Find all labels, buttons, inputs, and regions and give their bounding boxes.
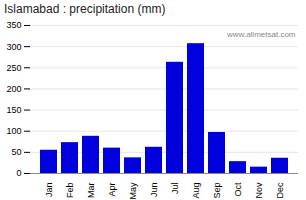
svg-text:Nov: Nov	[254, 182, 264, 199]
svg-text:May: May	[128, 182, 138, 199]
svg-text:Jan: Jan	[44, 183, 54, 198]
svg-text:Sep: Sep	[212, 183, 222, 199]
svg-text:200: 200	[6, 84, 21, 94]
svg-text:350: 350	[6, 20, 21, 30]
svg-text:Apr: Apr	[107, 183, 117, 197]
html-text:Islamabad : precipitation (mm): Islamabad : precipitation (mm)	[4, 2, 166, 16]
svg-text:Jun: Jun	[149, 183, 159, 198]
svg-text:150: 150	[6, 105, 21, 115]
svg-text:0: 0	[16, 168, 21, 178]
svg-text:300: 300	[6, 42, 21, 52]
svg-text:Feb: Feb	[65, 183, 75, 199]
svg-text:Jul: Jul	[170, 183, 180, 195]
svg-text:100: 100	[6, 126, 21, 136]
svg-text:Dec: Dec	[275, 182, 285, 199]
svg-text:250: 250	[6, 63, 21, 73]
svg-text:Oct: Oct	[233, 182, 243, 197]
svg-text:Aug: Aug	[191, 183, 201, 199]
svg-text:50: 50	[11, 147, 21, 157]
svg-text:Mar: Mar	[86, 182, 96, 198]
svg-text:www.allmetsat.com: www.allmetsat.com	[226, 30, 296, 39]
